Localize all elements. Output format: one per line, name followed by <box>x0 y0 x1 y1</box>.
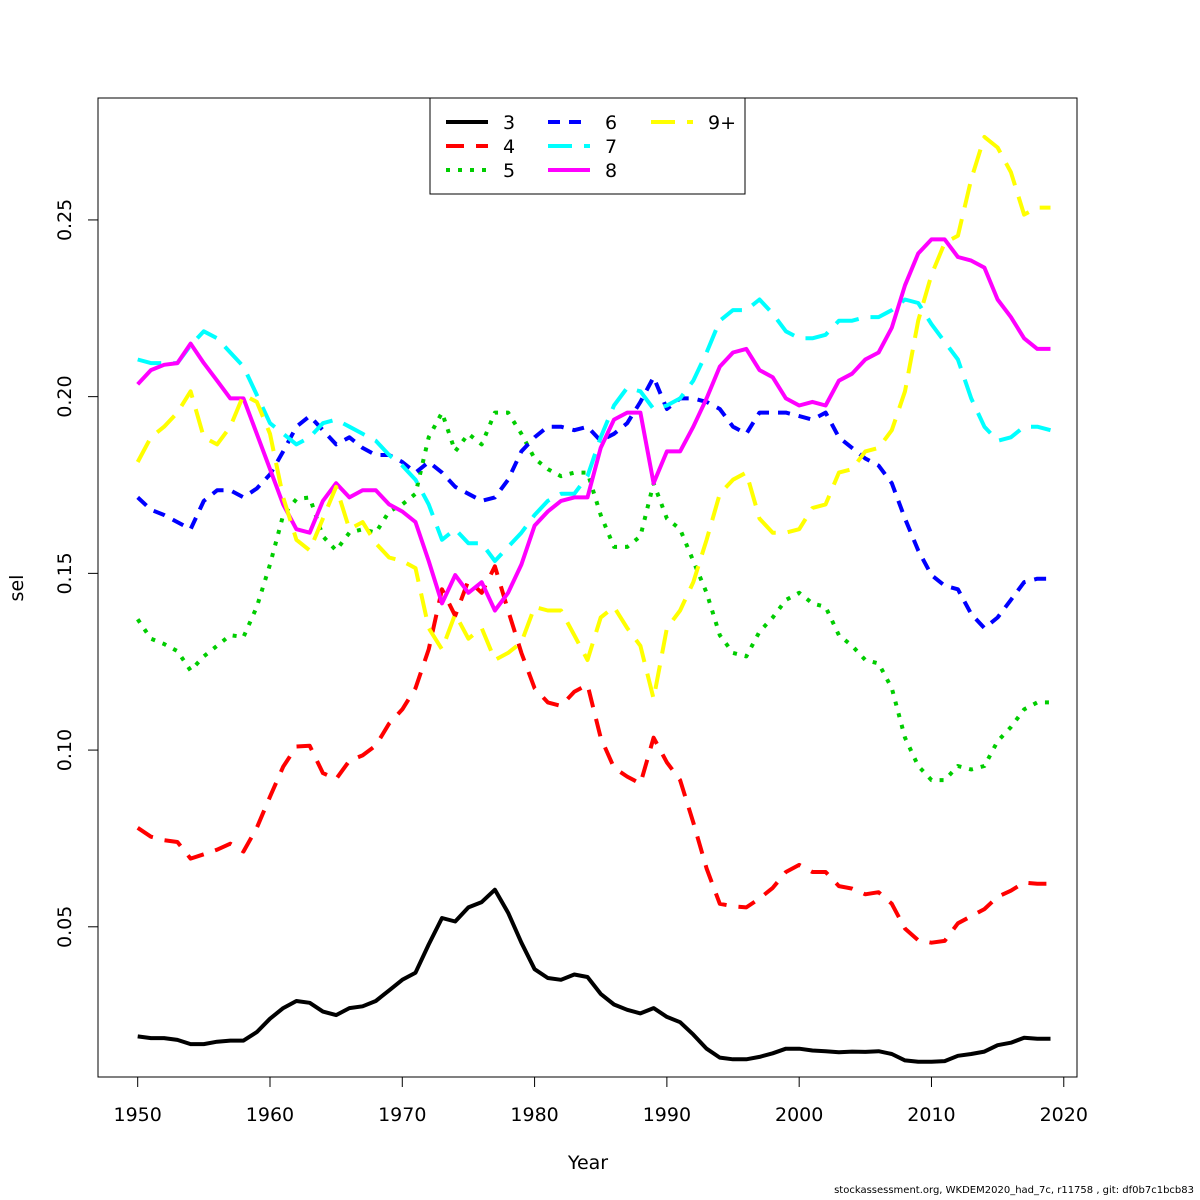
series-line-9plus <box>135 134 1051 701</box>
legend-label: 5 <box>503 160 515 182</box>
x-tick-label: 2020 <box>1040 1104 1088 1126</box>
y-tick-label: 0.05 <box>54 906 76 948</box>
series-line-4 <box>136 564 1051 945</box>
x-tick-label: 1970 <box>378 1104 426 1126</box>
series-line-6 <box>136 375 1051 631</box>
plot-frame <box>97 97 1078 1078</box>
y-tick-label: 0.15 <box>54 552 76 594</box>
x-tick-label: 1980 <box>510 1104 558 1126</box>
series-layer <box>135 134 1052 1064</box>
legend-label: 8 <box>605 160 617 182</box>
x-tick-label: 2000 <box>775 1104 823 1126</box>
x-tick-label: 1950 <box>114 1104 162 1126</box>
series-line-3 <box>137 887 1051 1064</box>
x-axis: 1950 1960 1970 1980 1990 2000 2010 2020 <box>114 1076 1088 1126</box>
y-axis: 0.05 0.10 0.15 0.20 0.25 <box>54 199 99 948</box>
series-line-7 <box>137 297 1052 563</box>
x-tick-label: 1990 <box>643 1104 691 1126</box>
legend-label: 3 <box>503 112 515 134</box>
legend-label: 6 <box>605 112 617 134</box>
legend-label: 4 <box>503 136 515 158</box>
legend-label: 7 <box>605 136 617 158</box>
y-tick-label: 0.20 <box>54 375 76 417</box>
y-tick-label: 0.25 <box>54 199 76 241</box>
x-tick-label: 2010 <box>907 1104 955 1126</box>
x-tick-label: 1960 <box>246 1104 294 1126</box>
legend: 345 678 9+ <box>429 97 746 195</box>
footer-source-text: stockassessment.org, WKDEM2020_had_7c, r… <box>834 1185 1194 1196</box>
x-axis-label: Year <box>567 1152 608 1174</box>
y-tick-label: 0.10 <box>54 729 76 771</box>
legend-label: 9+ <box>708 112 736 134</box>
y-axis-label: sel <box>6 575 28 602</box>
